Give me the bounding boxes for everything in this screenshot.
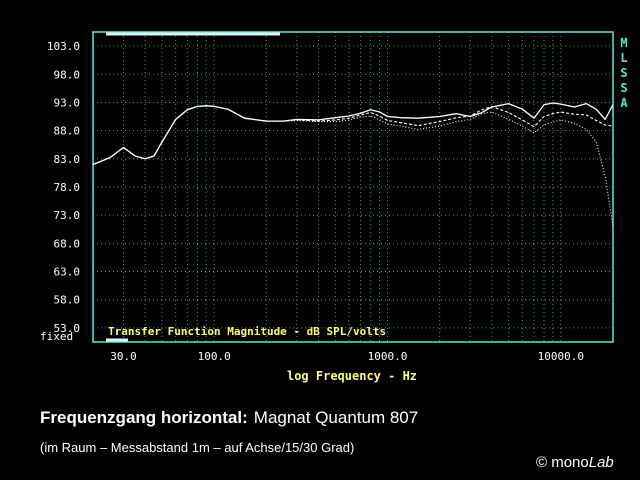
y-tick-label: 53.0 xyxy=(54,322,81,335)
caption-title: Frequenzgang horizontal: Magnat Quantum 8… xyxy=(40,408,418,428)
x-tick-label: 1000.0 xyxy=(368,350,408,363)
series-line-solid xyxy=(92,102,614,166)
grid xyxy=(93,32,613,342)
caption-model: Magnat Quantum 807 xyxy=(253,408,419,427)
chart-title: Transfer Function Magnitude - dB SPL/vol… xyxy=(108,325,386,338)
series-line-dotted xyxy=(92,105,614,227)
side-label-letter: S xyxy=(620,81,627,95)
y-tick-labels: 103.0 98.0 93.0 88.0 83.0 78.0 73.0 68.0 63.0 58.… xyxy=(47,40,80,335)
y-tick-label: 58.0 xyxy=(54,294,81,307)
y-tick-label: 98.0 xyxy=(54,68,81,81)
side-label-letter: L xyxy=(620,51,627,65)
y-tick-label: 73.0 xyxy=(54,209,81,222)
x-tick-label: 100.0 xyxy=(198,350,231,363)
caption-subtitle: (im Raum – Messabstand 1m – auf Achse/15… xyxy=(40,440,355,455)
y-tick-label: 78.0 xyxy=(54,181,81,194)
plot-frame xyxy=(92,31,614,343)
credit-label: © monoLab xyxy=(536,454,614,471)
credit-suffix: Lab xyxy=(588,454,614,471)
y-tick-label: 93.0 xyxy=(54,96,81,109)
x-tick-labels: 30.0 100.0 1000.0 10000.0 xyxy=(110,350,584,363)
x-tick-label: 30.0 xyxy=(110,350,137,363)
y-tick-label: 83.0 xyxy=(54,153,81,166)
x-tick-label: 10000.0 xyxy=(538,350,584,363)
series-group xyxy=(92,102,614,227)
series-line-dashed xyxy=(92,105,614,166)
y-scale-mode-label: fixed xyxy=(40,330,73,343)
y-tick-label: 68.0 xyxy=(54,237,81,250)
y-tick-label: 63.0 xyxy=(54,266,81,279)
side-label-letter: S xyxy=(620,66,627,80)
caption-heading: Frequenzgang horizontal: xyxy=(40,408,248,427)
y-tick-label: 103.0 xyxy=(47,40,80,53)
y-tick-label: 88.0 xyxy=(54,125,81,138)
x-axis-label: log Frequency - Hz xyxy=(287,369,417,383)
credit-prefix: © mono xyxy=(536,454,589,471)
frequency-response-chart: 103.0 98.0 93.0 88.0 83.0 78.0 73.0 68.0 63.0 58.… xyxy=(40,31,628,383)
side-label-letter: A xyxy=(620,96,628,110)
side-label-letter: M xyxy=(620,36,627,50)
